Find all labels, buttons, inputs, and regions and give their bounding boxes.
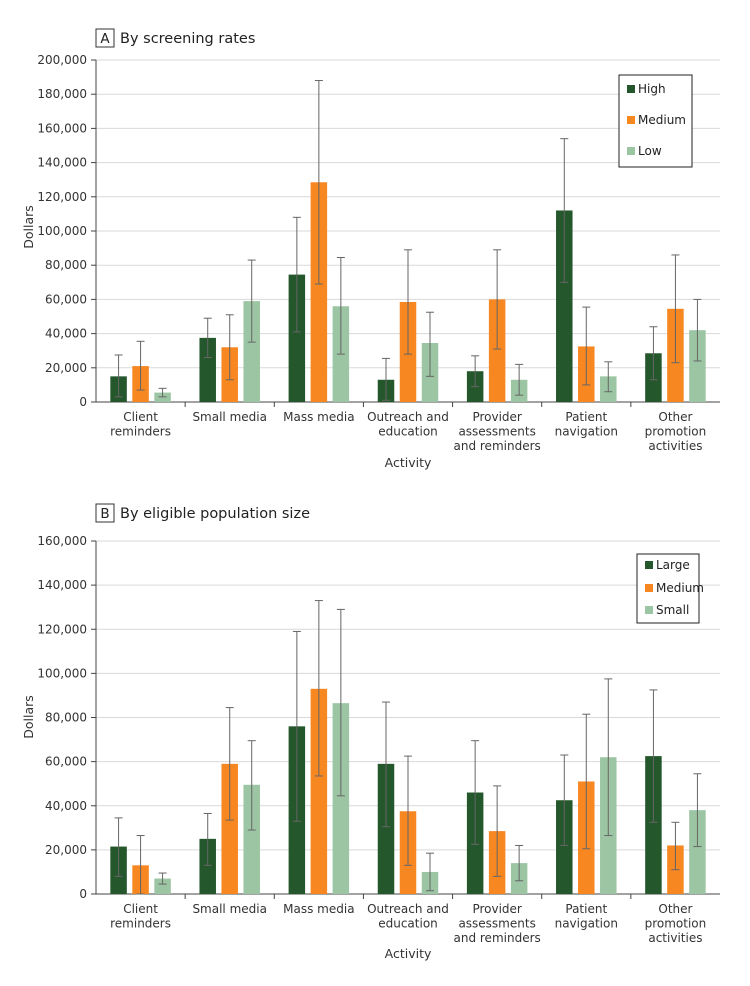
- x-category-label: Small media: [192, 902, 267, 916]
- x-category-label: Outreach and: [367, 410, 449, 424]
- panel-a-ylabel: Dollars: [21, 205, 36, 249]
- legend-swatch-large: [645, 561, 653, 569]
- x-category-label: Client: [123, 410, 158, 424]
- legend-label-medium: Medium: [638, 113, 686, 127]
- y-tick-label: 120,000: [37, 190, 87, 204]
- bar-small: [154, 878, 171, 894]
- x-category-label: and reminders: [454, 439, 541, 453]
- x-category-label: Other: [658, 410, 692, 424]
- panel-a-letter-box: [95, 28, 115, 48]
- x-category-label: promotion: [645, 425, 707, 439]
- x-category-label: Other: [658, 902, 692, 916]
- x-category-label: assessments: [458, 425, 535, 439]
- y-tick-label: 0: [79, 395, 87, 409]
- panel-a-plot: 0 20,000 40,000 60,000 80,000 100,000 120,000 1…: [37, 53, 720, 453]
- panel-b-title: By eligible population size: [120, 506, 310, 522]
- y-tick-label: 100,000: [37, 224, 87, 238]
- legend-swatch-high: [627, 85, 635, 93]
- x-category-label: Provider: [472, 410, 521, 424]
- x-category-label: Outreach and: [367, 902, 449, 916]
- panel-a: A By screening rates Dollars Activity 0 2…: [21, 28, 720, 470]
- bar-high: [556, 210, 573, 402]
- x-category-label: activities: [648, 439, 702, 453]
- y-tick-label: 140,000: [37, 578, 87, 592]
- x-category-label: Patient: [565, 902, 607, 916]
- y-tick-label: 200,000: [37, 53, 87, 67]
- panel-b-letter: B: [100, 506, 109, 522]
- y-tick-label: 40,000: [45, 327, 87, 341]
- y-tick-label: 180,000: [37, 87, 87, 101]
- bar-high: [199, 337, 216, 402]
- y-tick-label: 140,000: [37, 156, 87, 170]
- x-category-label: Mass media: [283, 410, 354, 424]
- panel-b-xlabel: Activity: [385, 946, 432, 961]
- x-category-label: education: [378, 425, 438, 439]
- x-category-label: education: [378, 917, 438, 931]
- x-category-label: Mass media: [283, 902, 354, 916]
- bar-high: [288, 274, 306, 402]
- x-category-label: navigation: [555, 425, 618, 439]
- panel-b: B By eligible population size Dollars Ac…: [21, 503, 720, 961]
- bar-large: [556, 800, 573, 894]
- panel-a-letter: A: [100, 31, 110, 47]
- legend-swatch-small: [645, 606, 653, 614]
- x-category-label: reminders: [110, 917, 171, 931]
- x-category-label: Patient: [565, 410, 607, 424]
- bar-low: [689, 330, 706, 402]
- panel-b-plot: 0 20,000 40,000 60,000 80,000 100,000 120,000 1…: [37, 534, 720, 945]
- bar-large: [199, 838, 216, 894]
- panel-a-xlabel: Activity: [385, 455, 432, 470]
- bar-medium: [488, 299, 506, 402]
- legend-label-low: Low: [638, 144, 662, 158]
- bar-large: [645, 756, 662, 894]
- y-tick-label: 80,000: [45, 258, 87, 272]
- y-tick-label: 100,000: [37, 666, 87, 680]
- y-tick-label: 120,000: [37, 622, 87, 636]
- legend-label-high: High: [638, 82, 666, 96]
- bar-large: [377, 763, 395, 894]
- legend-swatch-medium: [627, 116, 635, 124]
- y-tick-label: 160,000: [37, 121, 87, 135]
- y-tick-label: 20,000: [45, 361, 87, 375]
- x-category-label: assessments: [458, 917, 535, 931]
- y-tick-label: 40,000: [45, 799, 87, 813]
- y-tick-label: 80,000: [45, 711, 87, 725]
- x-category-label: Client: [123, 902, 158, 916]
- x-category-label: navigation: [555, 917, 618, 931]
- bar-low: [243, 301, 260, 402]
- bar-small: [332, 703, 350, 894]
- x-category-label: Small media: [192, 410, 267, 424]
- bar-medium: [310, 688, 328, 894]
- bar-small: [689, 810, 706, 894]
- x-category-label: activities: [648, 931, 702, 945]
- legend-label-medium: Medium: [656, 581, 704, 595]
- y-tick-label: 20,000: [45, 843, 87, 857]
- panel-b-letter-box: [95, 503, 115, 523]
- legend-label-small: Small: [656, 603, 689, 617]
- bar-small: [243, 784, 260, 894]
- legend-swatch-low: [627, 147, 635, 155]
- panel-a-title: By screening rates: [120, 31, 255, 47]
- y-tick-label: 0: [79, 887, 87, 901]
- y-tick-label: 160,000: [37, 534, 87, 548]
- bar-medium: [221, 763, 238, 894]
- x-category-label: promotion: [645, 917, 707, 931]
- x-category-label: and reminders: [454, 931, 541, 945]
- y-tick-label: 60,000: [45, 755, 87, 769]
- bar-medium: [310, 182, 328, 402]
- legend-swatch-medium: [645, 584, 653, 592]
- legend-label-large: Large: [656, 558, 690, 572]
- x-category-label: reminders: [110, 425, 171, 439]
- x-category-label: Provider: [472, 902, 521, 916]
- panel-b-ylabel: Dollars: [21, 695, 36, 739]
- y-tick-label: 60,000: [45, 292, 87, 306]
